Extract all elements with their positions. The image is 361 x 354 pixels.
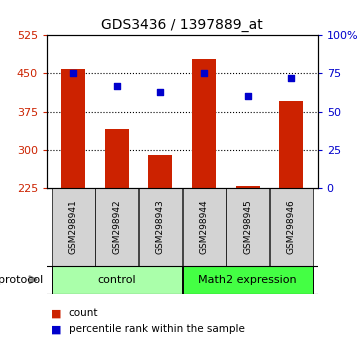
Bar	[226, 188, 269, 266]
Bar	[139, 188, 182, 266]
Bar	[192, 59, 216, 188]
Bar	[270, 188, 313, 266]
Text: GSM298942: GSM298942	[112, 199, 121, 254]
Point	[158, 89, 164, 95]
Point	[201, 70, 207, 76]
Text: count: count	[69, 308, 98, 318]
Text: control: control	[97, 275, 136, 285]
Point	[288, 75, 294, 81]
Point	[70, 70, 76, 76]
Bar	[183, 266, 313, 294]
Text: GSM298946: GSM298946	[287, 199, 296, 254]
Point	[245, 93, 251, 99]
Point	[114, 83, 120, 88]
Text: ■: ■	[51, 324, 61, 334]
Text: GSM298941: GSM298941	[69, 199, 78, 254]
Bar	[52, 266, 182, 294]
Text: percentile rank within the sample: percentile rank within the sample	[69, 324, 244, 334]
Bar	[236, 186, 260, 188]
Bar	[61, 69, 85, 188]
Text: GSM298944: GSM298944	[200, 199, 209, 254]
Bar	[95, 188, 138, 266]
Bar	[183, 188, 226, 266]
Text: ■: ■	[51, 308, 61, 318]
Text: GSM298943: GSM298943	[156, 199, 165, 254]
Title: GDS3436 / 1397889_at: GDS3436 / 1397889_at	[101, 18, 263, 32]
Bar	[52, 188, 95, 266]
Text: protocol: protocol	[0, 275, 43, 285]
Text: GSM298945: GSM298945	[243, 199, 252, 254]
Text: Math2 expression: Math2 expression	[199, 275, 297, 285]
Bar	[105, 129, 129, 188]
Bar	[148, 155, 173, 188]
Bar	[279, 101, 304, 188]
